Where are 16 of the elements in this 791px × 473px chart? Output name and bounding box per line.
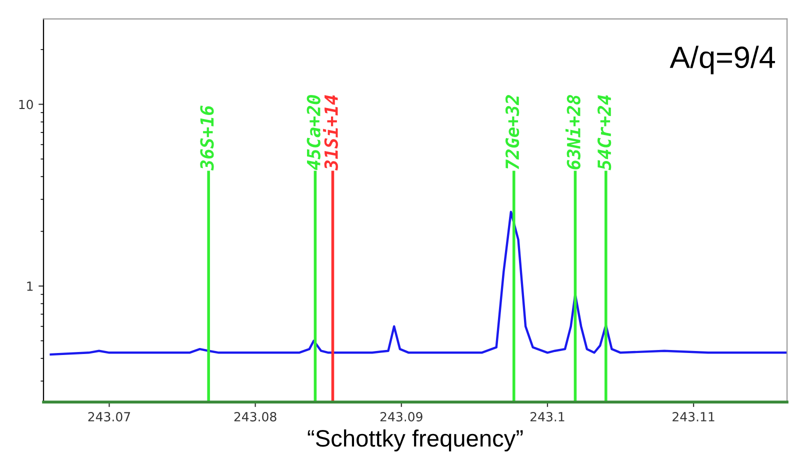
ref-line-label: 45Ca+20 — [306, 94, 320, 170]
ref-line-label: 63Ni+28 — [566, 95, 581, 170]
x-axis-title: “Schottky frequency” — [308, 429, 523, 452]
x-tick-label: 243.09 — [380, 412, 422, 422]
line-series — [50, 210, 788, 356]
annotation: A/q=9/4 — [670, 46, 775, 74]
ref-line-label: 31Si+14 — [323, 95, 338, 171]
x-tick-label: 243.08 — [234, 412, 276, 422]
ref-line-label: 54Cr+24 — [597, 95, 612, 170]
x-tick-label: 243.11 — [672, 412, 714, 422]
x-tick-label: 243.07 — [88, 412, 130, 422]
ref-line-label: 36S+16 — [200, 106, 214, 171]
y-tick-label: 1 — [27, 282, 33, 291]
x-tick-label: 243.1 — [530, 412, 564, 422]
y-tick-label: 10 — [19, 100, 33, 110]
ref-line-label: 72Ge+32 — [505, 95, 520, 170]
